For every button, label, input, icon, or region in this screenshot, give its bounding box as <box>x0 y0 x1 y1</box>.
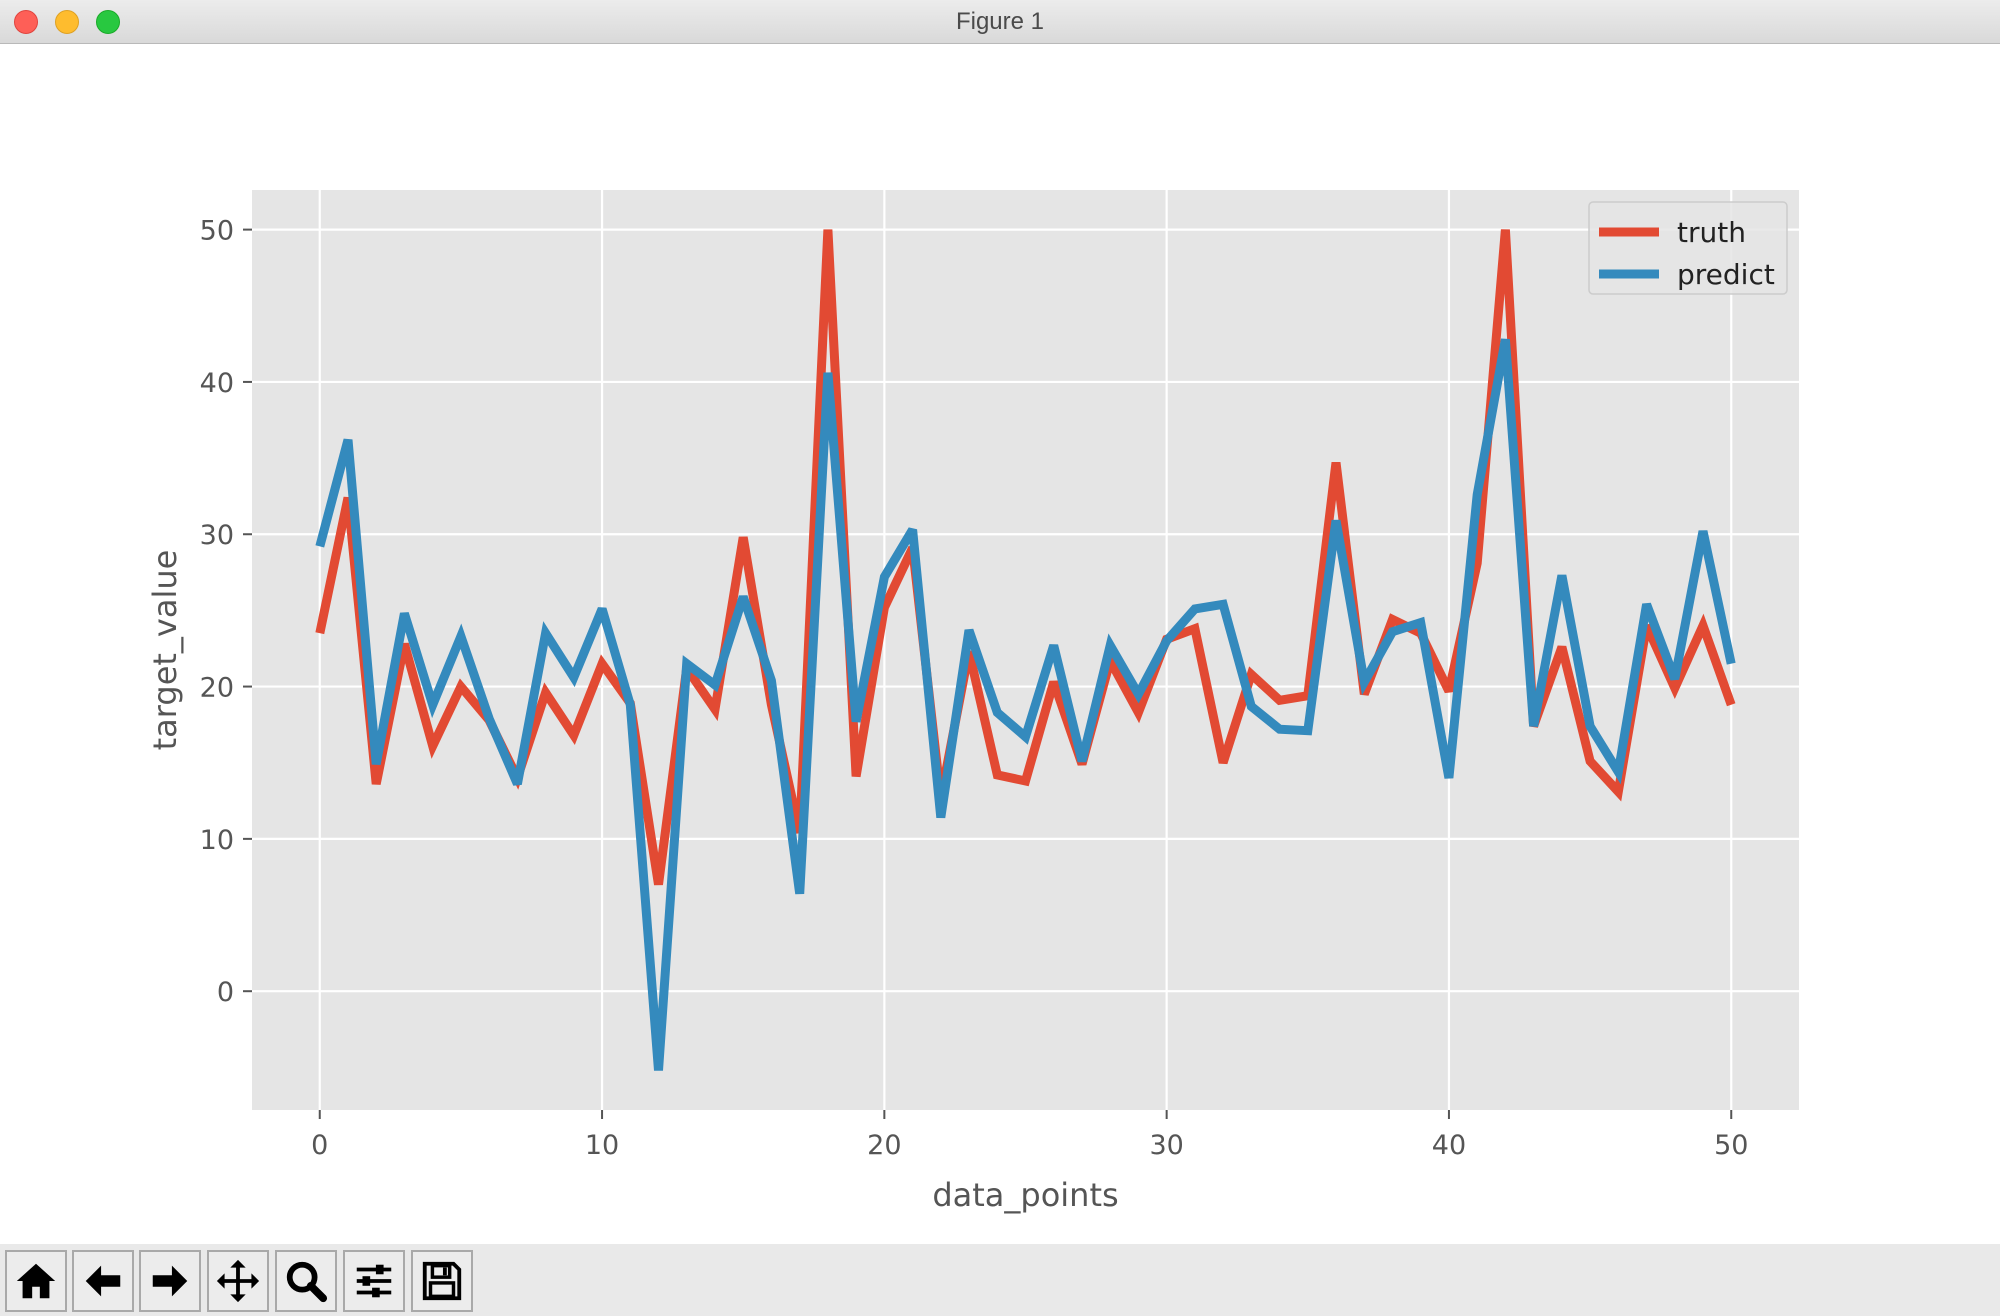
y-tick-label: 50 <box>200 216 234 247</box>
x-tick-label: 0 <box>311 1130 328 1161</box>
legend-label-predict: predict <box>1677 258 1775 291</box>
configure-sliders-icon <box>356 1264 392 1298</box>
zoom-window-button[interactable] <box>96 10 120 34</box>
x-tick-label: 50 <box>1714 1130 1748 1161</box>
series-line-truth <box>315 229 1736 886</box>
save-button[interactable] <box>411 1250 473 1312</box>
y-tick-label: 40 <box>200 368 234 399</box>
x-tick-label: 30 <box>1149 1130 1183 1161</box>
forward-button[interactable] <box>139 1250 201 1312</box>
legend-label-truth: truth <box>1677 216 1746 249</box>
back-arrow-icon <box>85 1265 121 1297</box>
y-tick-label: 30 <box>200 520 234 551</box>
minimize-window-button[interactable] <box>55 10 79 34</box>
back-button[interactable] <box>72 1250 134 1312</box>
plot-area <box>252 190 1799 1110</box>
home-icon <box>16 1263 56 1299</box>
home-button[interactable] <box>5 1250 67 1312</box>
y-tick-label: 20 <box>200 673 234 704</box>
line-chart: 0 10 20 30 40 50 0 10 20 30 40 50 data_points targe… <box>146 190 1799 1214</box>
x-axis-label: data_points <box>932 1176 1118 1214</box>
navigation-toolbar <box>0 1244 2000 1316</box>
x-tick-label: 40 <box>1432 1130 1466 1161</box>
y-tick-label: 10 <box>200 825 234 856</box>
configure-subplots-button[interactable] <box>343 1250 405 1312</box>
x-tick-label: 10 <box>585 1130 619 1161</box>
zoom-magnifier-icon <box>286 1261 328 1303</box>
zoom-button[interactable] <box>275 1250 337 1312</box>
window-titlebar: Figure 1 <box>0 0 2000 44</box>
save-floppy-icon <box>422 1261 462 1301</box>
series-lines <box>315 229 1736 1071</box>
figure-canvas[interactable]: 0 10 20 30 40 50 0 10 20 30 40 50 data_points targe… <box>0 44 2000 1244</box>
x-tick-label: 20 <box>867 1130 901 1161</box>
series-line-predict <box>315 338 1736 1071</box>
close-window-button[interactable] <box>14 10 38 34</box>
pan-button[interactable] <box>207 1250 269 1312</box>
window-title: Figure 1 <box>955 8 1045 35</box>
y-axis-label: target_value <box>146 550 184 751</box>
y-tick-label: 0 <box>217 977 234 1008</box>
pan-move-icon <box>216 1259 260 1303</box>
axis-ticks: 0 10 20 30 40 50 0 10 20 30 40 50 <box>200 216 1749 1161</box>
legend: truth predict <box>1588 201 1788 295</box>
forward-arrow-icon <box>152 1265 188 1297</box>
